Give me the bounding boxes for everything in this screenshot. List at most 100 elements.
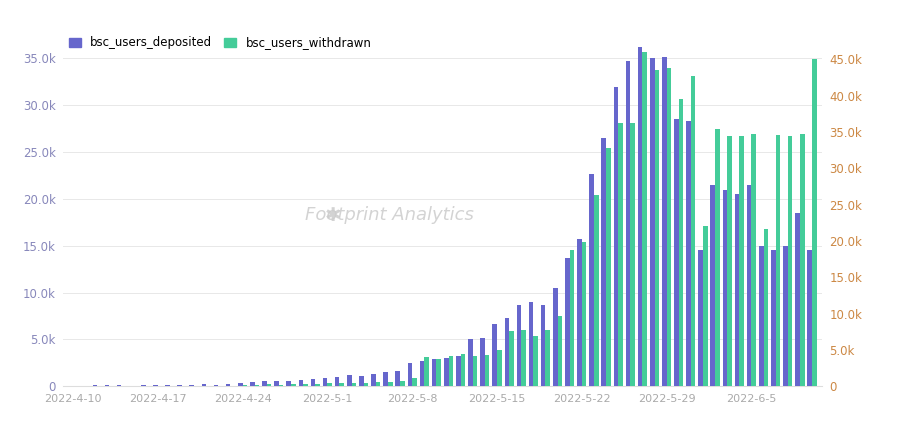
Bar [177,385,182,386]
Bar [594,194,598,386]
Bar [739,136,743,386]
Bar [467,339,473,386]
Bar [303,384,308,386]
Bar [411,378,417,386]
Bar [105,385,109,386]
Bar [746,185,750,386]
Bar [444,358,448,386]
Bar [484,355,489,386]
Bar [327,383,332,386]
Bar [230,385,235,386]
Bar [436,358,440,386]
Bar [279,385,283,386]
Bar [516,305,520,386]
Bar [612,86,618,386]
Bar [690,76,695,386]
Bar [545,330,549,386]
Bar [129,385,133,386]
Bar [395,371,400,386]
Bar [299,380,303,386]
Bar [189,385,194,386]
Bar [795,213,799,386]
Bar [80,385,85,386]
Bar [758,246,763,386]
Bar [286,381,290,386]
Bar [605,148,610,386]
Bar [335,377,339,386]
Bar [237,382,243,386]
Bar [763,230,768,386]
Bar [533,336,538,386]
Bar [661,56,666,386]
Bar [618,123,622,386]
Bar [206,385,210,386]
Bar [666,68,670,386]
Bar [92,385,97,386]
Bar [290,385,295,386]
Text: Footprint Analytics: Footprint Analytics [305,207,474,224]
Bar [770,250,775,386]
Bar [637,47,641,386]
Bar [375,382,380,386]
Bar [552,288,557,386]
Bar [407,363,411,386]
Bar [116,385,121,386]
Bar [371,374,375,386]
Bar [540,305,545,386]
Bar [165,385,170,386]
Bar [581,243,585,386]
Bar [509,331,513,386]
Bar [641,52,647,386]
Bar [262,381,266,386]
Bar [787,136,792,386]
Bar [364,383,368,386]
Bar [630,123,634,386]
Bar [492,323,496,386]
Bar [310,379,315,386]
Bar [520,329,525,386]
Bar [346,375,351,386]
Text: ✱: ✱ [324,206,340,225]
Bar [254,385,259,386]
Bar [750,134,755,386]
Bar [448,356,453,386]
Bar [625,61,630,386]
Bar [589,174,594,386]
Bar [480,338,484,386]
Bar [649,59,654,386]
Bar [456,356,460,386]
Bar [557,316,562,386]
Bar [153,385,158,386]
Bar [686,121,690,386]
Bar [529,302,533,386]
Bar [419,361,424,386]
Bar [250,381,254,386]
Bar [201,385,206,386]
Bar [697,250,702,386]
Bar [214,385,218,386]
Bar [315,384,319,386]
Bar [678,99,683,386]
Bar [654,69,658,386]
Bar [141,385,145,386]
Bar [243,385,247,386]
Bar [799,134,804,386]
Bar [351,383,355,386]
Bar [460,354,465,386]
Bar [702,227,707,386]
Bar [569,250,574,386]
Bar [473,356,477,386]
Bar [601,138,605,386]
Bar [431,359,436,386]
Bar [424,357,428,386]
Bar [322,378,327,386]
Bar [714,129,719,386]
Bar [274,381,279,386]
Bar [782,246,787,386]
Bar [226,385,230,386]
Bar [811,59,815,386]
Bar [722,190,726,386]
Bar [388,382,392,386]
Bar [726,136,731,386]
Legend: bsc_users_deposited, bsc_users_withdrawn: bsc_users_deposited, bsc_users_withdrawn [69,36,371,49]
